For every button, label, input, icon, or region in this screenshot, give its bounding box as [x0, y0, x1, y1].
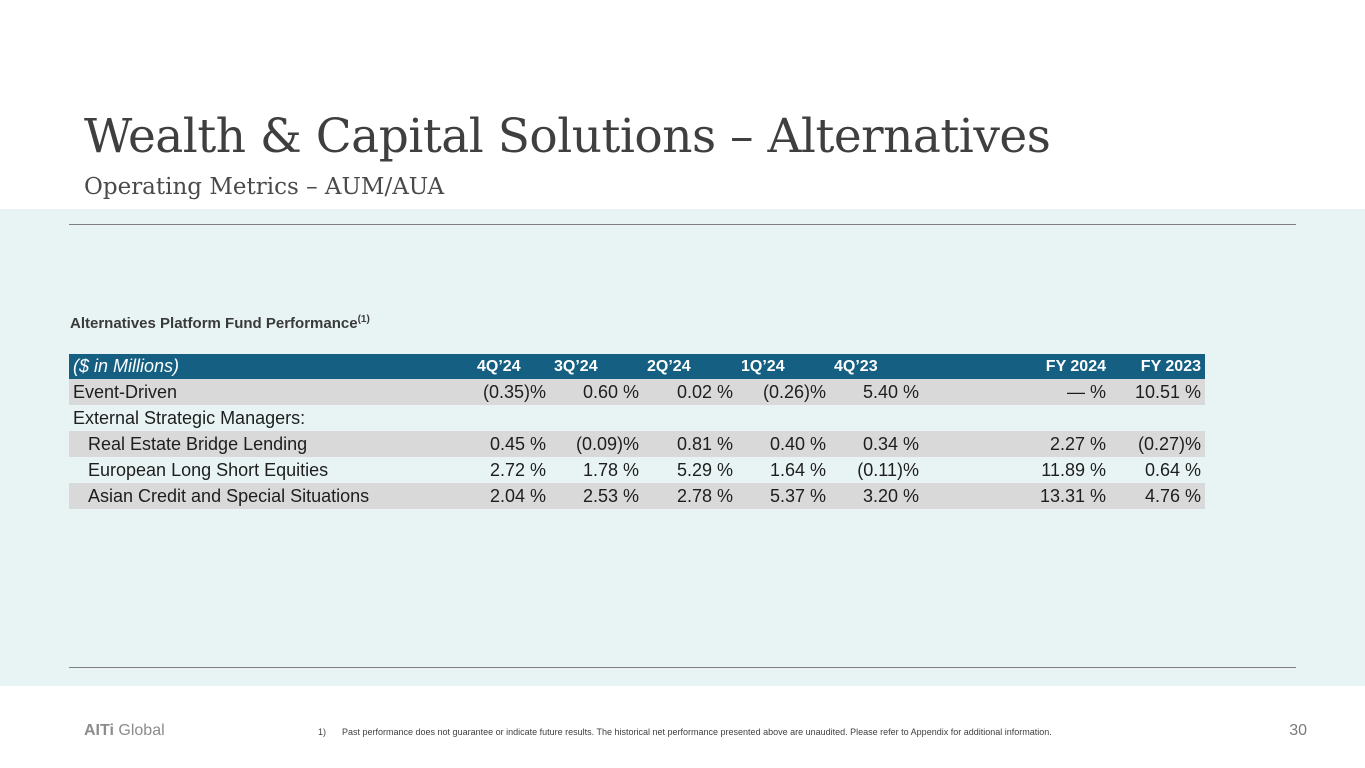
row-label: External Strategic Managers: [73, 407, 306, 428]
cell-fy2023 [1110, 405, 1205, 431]
page-subtitle: Operating Metrics – AUM/AUA [84, 174, 445, 200]
cell-4q24: 2.72 % [489, 459, 546, 480]
logo-mark: AITi [84, 722, 114, 739]
row-label: Asian Credit and Special Situations [69, 483, 473, 509]
cell-fy2023: 0.64 % [1144, 459, 1201, 480]
divider-bottom [69, 667, 1296, 668]
cell-3q24: 2.53 % [550, 483, 643, 509]
cell-fy2023: 4.76 % [1110, 483, 1205, 509]
column-header-1q24: 1Q’24 [737, 354, 830, 379]
cell-2q24 [643, 405, 737, 431]
cell-4q24 [473, 405, 550, 431]
cell-fy2024: 2.27 % [1018, 431, 1110, 457]
divider-top [69, 224, 1296, 225]
column-header-units: ($ in Millions) [69, 354, 473, 379]
cell-4q23: 0.34 % [830, 431, 923, 457]
cell-3q24: 0.60 % [550, 379, 643, 405]
cell-2q24: 0.81 % [643, 431, 737, 457]
table-row-real-estate-bridge-lending: Real Estate Bridge Lending 0.45 % (0.09)… [69, 431, 1205, 457]
company-logo: AITi Global [84, 722, 165, 740]
page-title: Wealth & Capital Solutions – Alternative… [84, 109, 1051, 164]
cell-4q23 [830, 405, 923, 431]
table-row-event-driven: Event-Driven (0.35)% 0.60 % 0.02 % (0.26… [69, 379, 1205, 405]
table-row-european-long-short-equities: European Long Short Equities 2.72 % 1.78… [69, 457, 1205, 483]
cell-4q23: 5.40 % [830, 379, 923, 405]
cell-3q24 [550, 405, 643, 431]
cell-2q24: 2.78 % [643, 483, 737, 509]
table-title-footnote-ref: (1) [357, 314, 370, 325]
cell-1q24 [737, 405, 830, 431]
cell-1q24: 0.40 % [737, 431, 830, 457]
cell-3q24: (0.09)% [550, 431, 643, 457]
table-title-text: Alternatives Platform Fund Performance [70, 315, 358, 332]
page-number: 30 [1289, 722, 1307, 739]
logo-text: Global [118, 722, 165, 739]
footnote: 1) Past performance does not guarantee or… [318, 727, 1052, 737]
cell-3q24: 1.78 % [582, 459, 639, 480]
column-header-4q23: 4Q’23 [830, 354, 923, 379]
cell-spacer [923, 457, 1018, 483]
cell-4q24: 2.04 % [473, 483, 550, 509]
cell-fy2024: — % [1018, 379, 1110, 405]
cell-1q24: 5.37 % [737, 483, 830, 509]
cell-spacer [923, 379, 1018, 405]
cell-spacer [923, 431, 1018, 457]
column-header-3q24: 3Q’24 [550, 354, 643, 379]
cell-1q24: 1.64 % [769, 459, 826, 480]
cell-2q24: 0.02 % [643, 379, 737, 405]
column-header-2q24: 2Q’24 [643, 354, 737, 379]
row-label: European Long Short Equities [88, 459, 329, 480]
column-header-fy2023: FY 2023 [1110, 354, 1205, 379]
table-header-row: ($ in Millions) 4Q’24 3Q’24 2Q’24 1Q’24 … [69, 354, 1205, 379]
cell-spacer [923, 405, 1018, 431]
row-label: Event-Driven [69, 379, 473, 405]
footnote-number: 1) [318, 727, 327, 737]
column-header-spacer [923, 354, 1018, 379]
column-header-4q24: 4Q’24 [473, 354, 550, 379]
cell-fy2023: (0.27)% [1110, 431, 1205, 457]
cell-4q23: (0.11)% [857, 459, 919, 480]
cell-fy2024: 11.89 % [1041, 459, 1106, 480]
table-row-asian-credit-special-situations: Asian Credit and Special Situations 2.04… [69, 483, 1205, 509]
table-title: Alternatives Platform Fund Performance(1… [70, 314, 370, 332]
table-row-external-managers: External Strategic Managers: [69, 405, 1205, 431]
cell-spacer [923, 483, 1018, 509]
cell-1q24: (0.26)% [737, 379, 830, 405]
cell-fy2024: 13.31 % [1018, 483, 1110, 509]
fund-performance-table: ($ in Millions) 4Q’24 3Q’24 2Q’24 1Q’24 … [69, 354, 1205, 509]
cell-4q24: 0.45 % [473, 431, 550, 457]
footnote-text: Past performance does not guarantee or i… [342, 727, 1052, 737]
cell-4q23: 3.20 % [830, 483, 923, 509]
cell-4q24: (0.35)% [473, 379, 550, 405]
cell-2q24: 5.29 % [676, 459, 733, 480]
column-header-fy2024: FY 2024 [1018, 354, 1110, 379]
cell-fy2023: 10.51 % [1110, 379, 1205, 405]
row-label: Real Estate Bridge Lending [69, 431, 473, 457]
cell-fy2024 [1018, 405, 1110, 431]
